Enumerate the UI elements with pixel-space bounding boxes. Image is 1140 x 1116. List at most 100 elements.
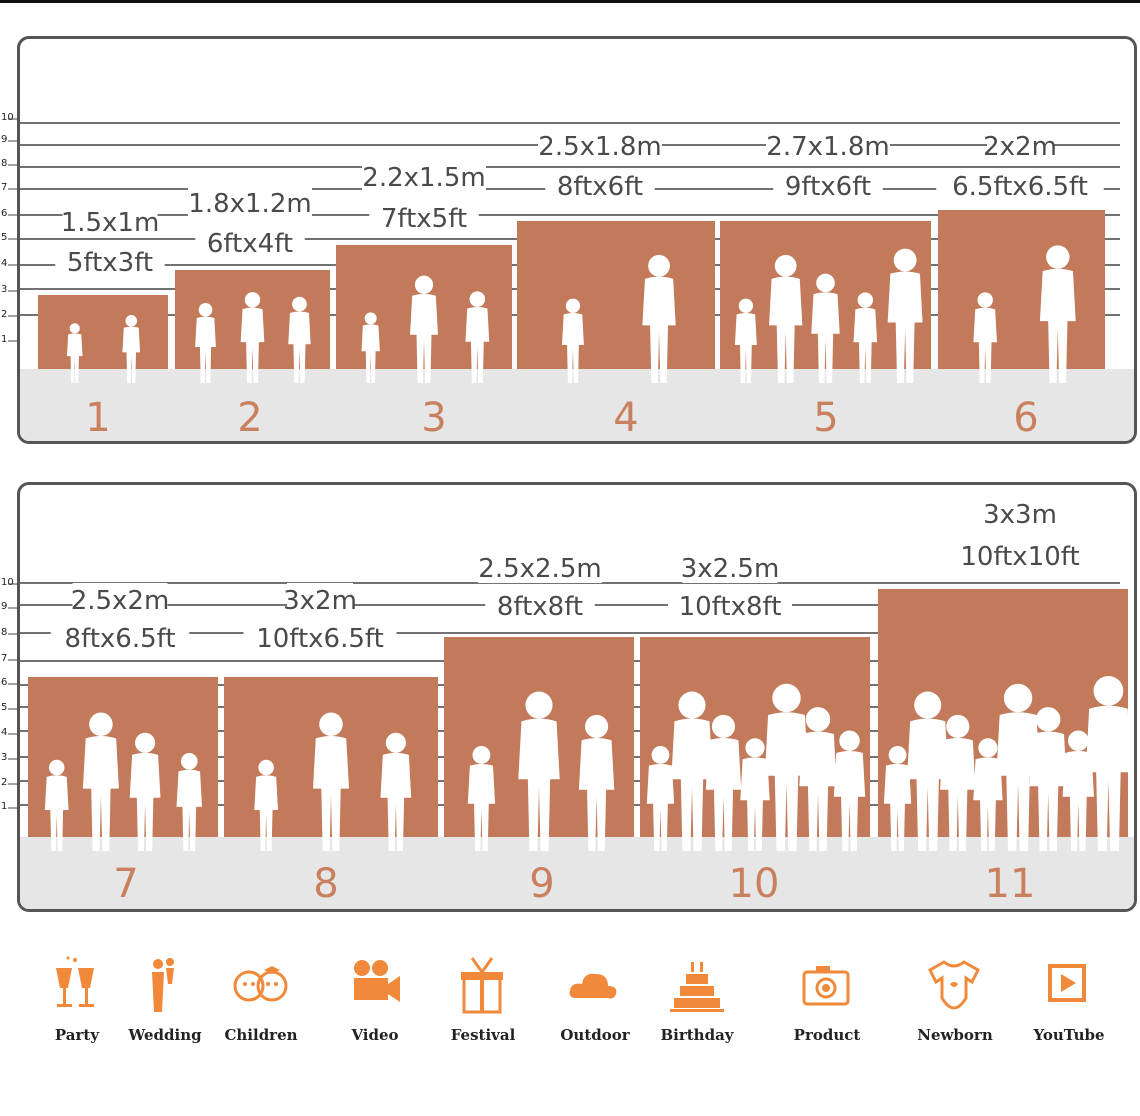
backdrop-number: 4 [613,395,638,441]
play-button-icon [1048,964,1086,1002]
usage-label: Festival [450,1026,516,1044]
backdrop-number: 2 [237,395,262,441]
usage-product: Product [772,950,882,1044]
usage-party: Party [22,950,132,1044]
backdrop-number: 10 [729,861,780,907]
usage-label: Product [793,1026,861,1044]
label-mask [287,583,353,615]
label-mask [987,129,1053,161]
gift-box-icon [461,957,503,1014]
scale-tick-label: 4 [1,258,7,269]
camera-icon [802,966,850,1006]
scale-tick-label: 7 [1,182,7,193]
graduation-group-silhouette [883,676,1132,851]
size-metric-label: 1.8x1.2m [188,189,311,219]
label-mask [369,201,479,233]
usage-label: Newborn [917,1026,993,1044]
cloud-icon [569,973,617,999]
backdrop-1 [38,295,168,383]
size-imperial-label: 6.5ftx6.5ft [952,172,1088,202]
size-chart-top: 1.5x1m 5ftx3ft 1 1.8x1.2m 6ftx4ft 2 2.2x1.5m 7f… [20,122,1134,441]
scale-tick-label: 5 [1,702,7,713]
family-with-kids-silhouette [44,712,203,851]
wedding-couple-icon [152,958,174,1012]
backdrop-11 [878,589,1132,851]
size-imperial-label: 10ftx8ft [679,592,782,622]
size-imperial-label: 5ftx3ft [67,248,153,278]
size-metric-label: 2.7x1.8m [766,132,889,162]
usage-youtube: YouTube [1014,950,1124,1044]
label-mask [773,169,883,201]
size-imperial-label: 7ftx5ft [381,204,467,234]
backdrop-10 [640,637,870,851]
wedding-couple-silhouette [561,254,676,383]
scale-tick-label: 1 [1,801,7,812]
top-rule [0,0,1140,3]
backdrop-3 [336,245,512,383]
size-metric-label: 3x3m [983,500,1057,530]
label-mask [188,186,312,218]
scale-tick-label: 2 [1,309,7,320]
usage-outdoor: Outdoor [540,950,650,1044]
size-metric-label: 2.5x1.8m [538,132,661,162]
scale-ruler-top: 1 2 3 4 5 6 7 8 9 10 [1,112,18,345]
scale-tick-label: 10 [1,577,14,588]
usage-label: Video [351,1026,399,1044]
backdrop-number: 7 [113,861,138,907]
scale-tick-label: 6 [1,677,7,688]
scale-tick-label: 8 [1,627,7,638]
label-mask [485,589,595,621]
size-imperial-label: 6ftx4ft [207,229,293,259]
baby-onesie-icon [928,960,980,1010]
scale-tick-label: 7 [1,653,7,664]
backdrop-9 [444,637,634,851]
usage-icons-row: Party Wedding Children Video Festival Outdoor… [0,950,1140,1090]
backdrop-8 [224,677,438,851]
backdrop-rect [517,221,715,369]
size-imperial-label: 8ftx8ft [497,592,583,622]
backdrop-5 [720,221,931,383]
scale-tick-label: 1 [1,334,7,345]
label-mask [936,169,1104,201]
cheers-glasses-icon [56,956,94,1007]
usage-video: Video [320,950,430,1044]
label-mask [668,589,792,621]
size-panel-bottom: 2.5x2m 8ftx6.5ft 7 3x2m 10ftx6.5ft 8 2.5x2.5m 8… [17,482,1137,912]
size-imperial-label: 10ftx10ft [960,542,1079,572]
label-mask [682,551,778,583]
backdrop-rect [938,210,1105,369]
label-mask [538,129,662,161]
backdrop-7 [28,677,218,851]
couple-with-dogs-silhouette [973,245,1076,383]
usage-label: Wedding [128,1026,202,1044]
size-metric-label: 3x2.5m [681,554,780,584]
usage-newborn: Newborn [900,950,1010,1044]
size-metric-label: 1.5x1m [61,208,160,238]
size-panel-top: 1.5x1m 5ftx3ft 1 1.8x1.2m 6ftx4ft 2 2.2x1.5m 7f… [17,36,1137,444]
scale-tick-label: 6 [1,208,7,219]
scale-tick-label: 3 [1,752,7,763]
label-mask [72,583,168,615]
size-imperial-label: 10ftx6.5ft [256,624,384,654]
label-mask [766,129,890,161]
size-chart-bottom: 2.5x2m 8ftx6.5ft 7 3x2m 10ftx6.5ft 8 2.5x2.5m 8… [20,497,1134,909]
backdrop-number: 8 [313,861,338,907]
usage-label: Children [224,1026,298,1044]
backdrop-number: 5 [813,395,838,441]
backdrop-6 [938,210,1105,383]
usage-label: Outdoor [560,1026,630,1044]
video-camera-icon [354,960,400,1002]
backdrop-2 [175,270,330,383]
scale-tick-label: 9 [1,601,7,612]
backdrop-number: 1 [85,395,110,441]
three-people-silhouette [467,691,615,851]
backdrop-number: 3 [421,395,446,441]
size-metric-label: 2.2x1.5m [362,163,485,193]
label-mask [950,539,1090,571]
label-mask [243,621,397,653]
birthday-cake-icon [670,962,724,1012]
friends-group-silhouette [646,683,866,851]
scale-tick-label: 2 [1,777,7,788]
scale-ruler-bottom: 1 2 3 4 5 6 7 8 9 10 [1,577,18,812]
label-mask [55,245,165,277]
